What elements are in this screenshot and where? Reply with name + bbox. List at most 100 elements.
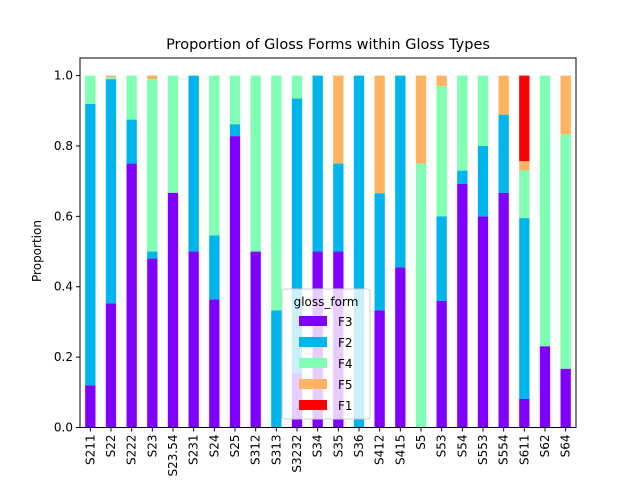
x-tick-label: S25 [228, 435, 242, 458]
bar-f4-s24 [209, 75, 220, 236]
bar-f5-s611 [519, 161, 530, 171]
chart-title: Proportion of Gloss Forms within Gloss T… [166, 37, 490, 53]
bar-f3-s23 [147, 258, 158, 428]
bar-f5-s412 [374, 75, 385, 194]
bar-f3-s23-54 [167, 192, 179, 428]
bar-f2-s231 [188, 75, 199, 252]
x-tick-label: S412 [373, 435, 387, 466]
bar-f3-s415 [395, 267, 406, 428]
x-tick-label: S23 [145, 435, 159, 458]
y-tick-label: 0.6 [54, 209, 73, 223]
bar-f2-s53 [436, 216, 447, 301]
legend-swatch-f1 [299, 400, 327, 410]
legend-label-f3: F3 [338, 315, 353, 329]
x-tick-label: S54 [455, 435, 469, 458]
bar-f3-s611 [519, 399, 530, 428]
x-tick-label: S312 [249, 435, 263, 466]
x-tick-label: S35 [331, 435, 345, 458]
bar-f5-s554 [498, 75, 509, 115]
x-tick-label: S554 [497, 434, 511, 465]
bar-f2-s222 [126, 119, 137, 164]
legend-label-f4: F4 [338, 357, 353, 371]
bar-f4-s22 [105, 77, 117, 80]
x-tick-label: S64 [559, 435, 573, 458]
bar-f2-s415 [395, 75, 406, 268]
legend-items: F3 F2 F4 F5 F1 [299, 315, 353, 413]
y-tick-label: 0.2 [54, 350, 73, 364]
bar-f2-s24 [209, 235, 220, 300]
bar-f5-s5 [415, 75, 427, 164]
bar-f4-s54 [457, 75, 468, 171]
bar-f4-s23-54 [167, 75, 179, 193]
bar-f3-s553 [477, 216, 489, 428]
bar-f3-s222 [126, 163, 137, 428]
bar-f4-s23 [147, 79, 158, 252]
bar-f4-s5 [415, 163, 427, 428]
bar-f2-s211 [85, 103, 96, 386]
bar-f5-s64 [560, 75, 571, 135]
x-tick-label: S211 [83, 435, 97, 466]
bar-f5-s23 [147, 75, 158, 80]
bar-f4-s25 [229, 75, 241, 125]
bar-f3-s25 [229, 136, 241, 428]
bar-f3-s211 [85, 385, 96, 428]
bar-f4-s611 [519, 170, 530, 219]
bar-f2-s554 [498, 114, 509, 193]
x-tick-label: S415 [393, 435, 407, 466]
x-tick-label: S22 [104, 435, 118, 458]
legend-title: gloss_form [294, 295, 359, 309]
bar-f4-s64 [560, 134, 571, 369]
y-tick-label: 0.8 [54, 139, 73, 153]
bar-f3-s22 [105, 303, 117, 428]
bar-f2-s553 [477, 145, 489, 217]
x-tick-label: S36 [352, 435, 366, 458]
x-tick-label: S3232 [290, 435, 304, 473]
bar-f4-s313 [271, 75, 282, 311]
legend-swatch-f5 [299, 379, 327, 389]
bar-f4-s211 [85, 75, 96, 104]
x-tick-label: S611 [517, 435, 531, 466]
y-axis: 0.0 0.2 0.4 0.6 0.8 1.0 [54, 69, 80, 435]
x-tick-label: S222 [125, 435, 139, 466]
bar-f5-s53 [436, 75, 447, 87]
bar-f4-s222 [126, 75, 137, 120]
bar-f2-s22 [105, 79, 117, 304]
bar-f3-s312 [250, 251, 261, 428]
x-tick-label: S553 [476, 435, 490, 466]
bar-f3-s64 [560, 368, 571, 428]
x-tick-label: S313 [269, 435, 283, 466]
legend-label-f2: F2 [338, 336, 353, 350]
x-tick-label: S62 [538, 435, 552, 458]
x-tick-label: S23.54 [166, 435, 180, 477]
legend-swatch-f3 [299, 316, 327, 326]
x-tick-label: S231 [187, 435, 201, 466]
bar-f2-s412 [374, 193, 385, 311]
legend-swatch-f4 [299, 358, 327, 368]
bar-f4-s62 [539, 75, 551, 347]
y-tick-label: 0.0 [54, 421, 73, 435]
x-tick-label: S24 [207, 435, 221, 458]
bar-f4-s553 [477, 75, 489, 146]
legend-label-f1: F1 [338, 399, 353, 413]
y-tick-label: 1.0 [54, 69, 73, 83]
legend-label-f5: F5 [338, 378, 353, 392]
bar-f2-s25 [229, 124, 241, 137]
bar-f3-s62 [539, 346, 551, 428]
bar-f4-s3232 [291, 75, 303, 99]
bar-f2-s54 [457, 170, 468, 184]
bar-f2-s611 [519, 218, 530, 399]
x-axis: S211 S22 S222 S23 S23.54 S231 S24 S25 S312 S313 S3… [83, 427, 573, 477]
bar-f1-s611 [519, 75, 530, 162]
bar-f3-s54 [457, 183, 468, 428]
bar-f2-s34 [312, 75, 323, 252]
y-axis-label: Proportion [30, 220, 44, 282]
plot-frame [79, 57, 577, 428]
x-tick-label: S53 [435, 435, 449, 458]
bar-f4-s312 [250, 75, 261, 252]
bar-f3-s24 [209, 299, 220, 428]
legend-swatch-f2 [299, 337, 327, 347]
bar-f5-s22 [105, 75, 117, 78]
bar-f2-s3232 [291, 98, 303, 374]
